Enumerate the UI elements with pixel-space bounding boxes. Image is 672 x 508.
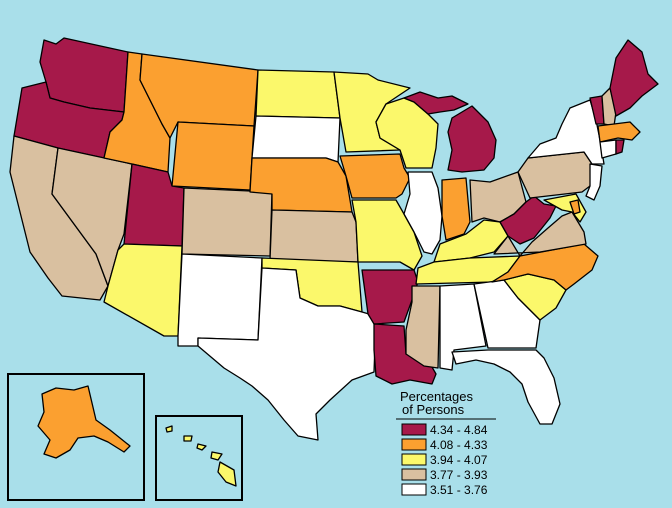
state-new-mexico xyxy=(177,253,263,347)
state-indiana xyxy=(441,177,471,241)
legend-label-2: 4.08 - 4.33 xyxy=(430,438,488,452)
state-louisiana xyxy=(373,323,437,385)
legend-label-4: 3.77 - 3.93 xyxy=(430,468,488,482)
state-colorado xyxy=(181,187,273,257)
legend-label-5: 3.51 - 3.76 xyxy=(430,483,488,497)
state-hawaii xyxy=(165,425,237,487)
state-rhode-island xyxy=(615,139,625,155)
state-texas xyxy=(197,267,377,441)
legend: Percentages of Persons 4.34 - 4.84 4.08 … xyxy=(396,389,496,497)
state-michigan-upper xyxy=(403,91,469,115)
legend-swatch-5 xyxy=(401,483,427,496)
state-florida xyxy=(451,349,561,425)
legend-label-3: 3.94 - 4.07 xyxy=(430,453,488,467)
state-pennsylvania xyxy=(517,151,593,199)
legend-swatch-4 xyxy=(401,468,427,481)
legend-label-1: 4.34 - 4.84 xyxy=(430,423,488,437)
state-michigan-lower xyxy=(447,105,497,173)
state-illinois xyxy=(403,171,443,255)
legend-title-line1: Percentages xyxy=(400,389,473,404)
state-kansas xyxy=(269,209,359,263)
state-maine xyxy=(609,39,659,117)
state-virginia xyxy=(493,211,587,257)
state-connecticut xyxy=(599,139,617,159)
state-north-dakota xyxy=(255,69,341,119)
legend-swatch-2 xyxy=(401,438,427,451)
legend-title-line2: of Persons xyxy=(402,402,465,417)
state-new-jersey xyxy=(585,163,603,201)
legend-swatch-3 xyxy=(401,453,427,466)
state-iowa xyxy=(339,153,411,199)
state-missouri xyxy=(351,199,423,271)
state-arkansas xyxy=(361,269,419,325)
state-new-hampshire xyxy=(601,87,617,127)
legend-swatch-1 xyxy=(401,423,427,436)
state-south-dakota xyxy=(251,115,341,163)
state-wyoming xyxy=(171,121,255,191)
state-alaska xyxy=(37,385,131,459)
state-delaware xyxy=(569,199,581,215)
